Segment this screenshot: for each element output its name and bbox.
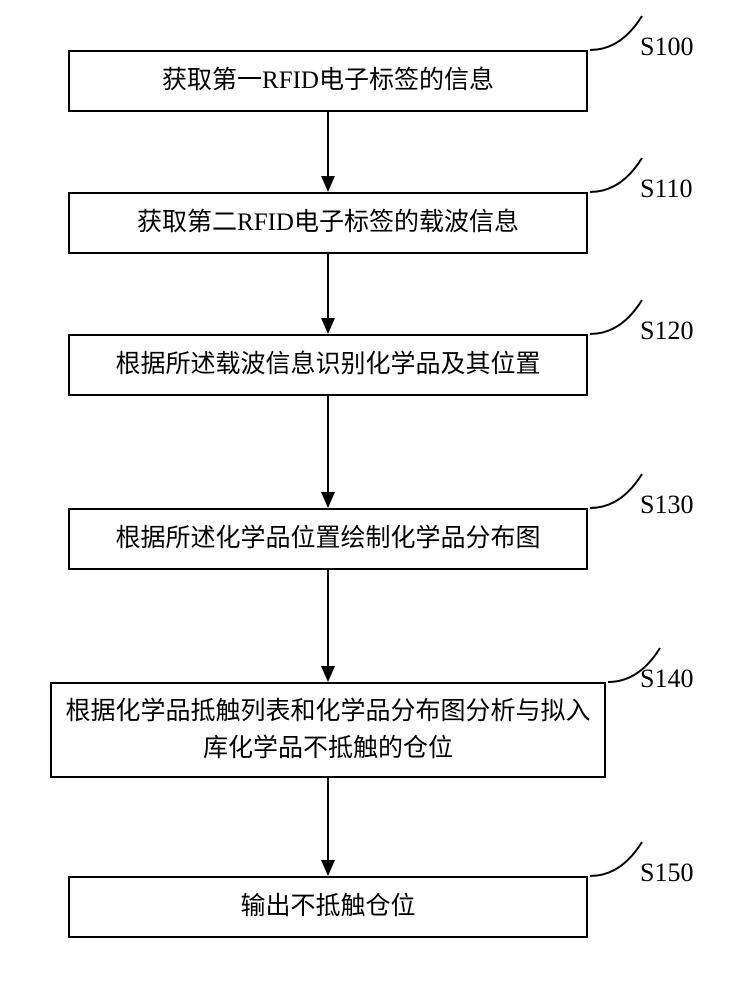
flow-arrow-icon [308, 112, 348, 192]
flow-step-text: 获取第一RFID电子标签的信息 [162, 62, 494, 100]
flow-arrow-icon [308, 396, 348, 508]
flow-step-text: 根据化学品抵触列表和化学品分布图分析与拟入库化学品不抵触的仓位 [64, 693, 592, 768]
flow-step-text: 输出不抵触仓位 [240, 888, 415, 926]
leader-curve-icon [588, 294, 648, 344]
flow-arrow-icon [308, 254, 348, 334]
flow-step-label-s150: S150 [640, 858, 693, 888]
leader-curve-icon [606, 642, 666, 692]
flow-step-label-s100: S100 [640, 32, 693, 62]
flow-step-s140: 根据化学品抵触列表和化学品分布图分析与拟入库化学品不抵触的仓位 [50, 682, 606, 778]
leader-curve-icon [588, 468, 648, 518]
flow-arrow-icon [308, 778, 348, 876]
flow-step-text: 根据所述载波信息识别化学品及其位置 [115, 346, 540, 384]
flow-step-s120: 根据所述载波信息识别化学品及其位置 [68, 334, 588, 396]
leader-curve-icon [588, 10, 648, 60]
leader-curve-icon [588, 836, 648, 886]
flow-step-text: 获取第二RFID电子标签的载波信息 [137, 204, 519, 242]
flow-step-label-s130: S130 [640, 490, 693, 520]
flow-step-s100: 获取第一RFID电子标签的信息 [68, 50, 588, 112]
flow-step-text: 根据所述化学品位置绘制化学品分布图 [115, 520, 540, 558]
flow-step-s130: 根据所述化学品位置绘制化学品分布图 [68, 508, 588, 570]
leader-curve-icon [588, 152, 648, 202]
flow-step-s150: 输出不抵触仓位 [68, 876, 588, 938]
flow-step-s110: 获取第二RFID电子标签的载波信息 [68, 192, 588, 254]
flowchart-canvas: 获取第一RFID电子标签的信息S100获取第二RFID电子标签的载波信息S110… [0, 0, 732, 1000]
flow-step-label-s120: S120 [640, 316, 693, 346]
flow-arrow-icon [308, 570, 348, 682]
